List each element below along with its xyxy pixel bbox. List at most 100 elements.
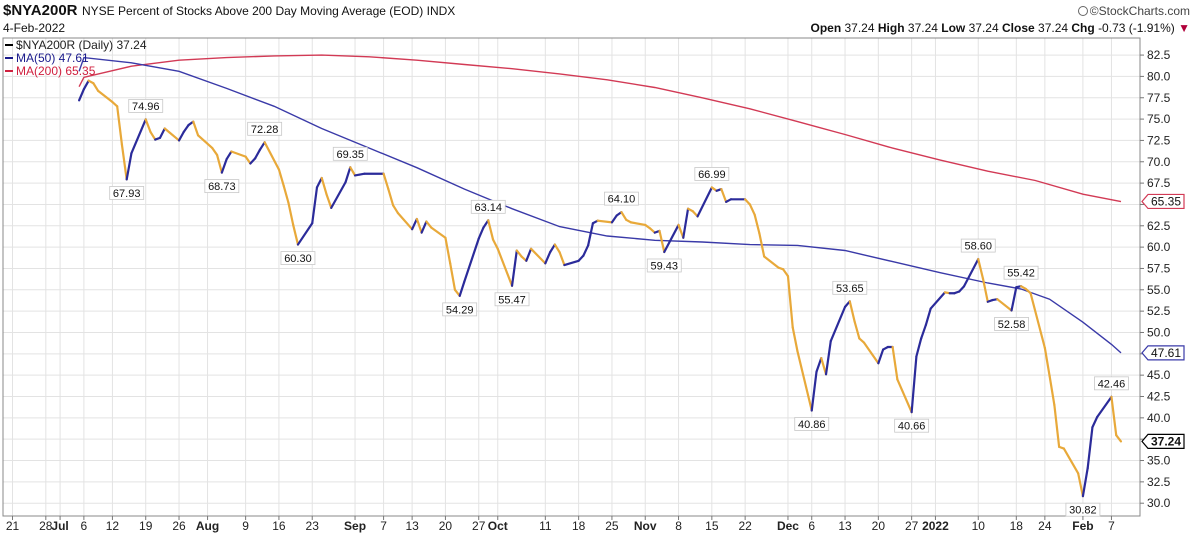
price-segment xyxy=(449,262,457,291)
y-tick-label: 52.5 xyxy=(1147,304,1171,318)
close-value: 37.24 xyxy=(1038,21,1069,35)
x-tick-label: Dec xyxy=(777,519,799,533)
price-segment xyxy=(977,257,985,280)
x-tick-label: 19 xyxy=(139,519,153,533)
price-segment xyxy=(924,307,932,326)
price-segment xyxy=(344,166,352,184)
x-tick-label: 18 xyxy=(1010,519,1024,533)
ma50-line xyxy=(78,56,1122,354)
price-segment xyxy=(420,220,428,234)
last-value-label: 65.35 xyxy=(1151,194,1181,208)
description-text: NYSE Percent of Stocks Above 200 Day Mov… xyxy=(82,4,424,18)
series-layer xyxy=(78,54,1123,498)
x-tick-label: 21 xyxy=(6,519,20,533)
x-tick-label: 25 xyxy=(605,519,619,533)
annotation-label: 55.47 xyxy=(498,294,526,306)
annotation-box xyxy=(894,418,930,433)
open-value: 37.24 xyxy=(844,21,875,35)
annotation-label: 55.42 xyxy=(1007,268,1035,280)
price-segment xyxy=(249,157,257,165)
y-tick-label: 72.5 xyxy=(1147,133,1171,147)
price-segment xyxy=(596,219,614,224)
x-tick-label: 24 xyxy=(1038,519,1052,533)
legend-entry: $NYA200R (Daily) 37.24 xyxy=(16,38,147,52)
x-tick-label: 11 xyxy=(539,519,552,533)
chart-info-bar: 4-Feb-2022 Open 37.24 High 37.24 Low 37.… xyxy=(0,21,1196,37)
x-tick-label: Oct xyxy=(488,519,508,533)
price-segment xyxy=(458,280,466,297)
price-segment xyxy=(896,378,913,414)
price-segment xyxy=(78,88,85,102)
price-segment xyxy=(225,150,233,161)
last-value-tag xyxy=(1141,345,1185,361)
collapse-arrow-icon[interactable]: ▼ xyxy=(1178,21,1190,35)
annotation-label: 68.73 xyxy=(208,181,236,193)
x-tick-label: 10 xyxy=(972,519,986,533)
price-segment xyxy=(463,237,480,283)
price-segment xyxy=(430,226,447,239)
price-segment xyxy=(258,141,266,151)
price-segment xyxy=(853,320,861,340)
plot-frame xyxy=(2,37,1141,517)
price-segment xyxy=(287,201,295,227)
price-segment xyxy=(758,232,766,258)
price-segment xyxy=(177,130,185,142)
annotation-label: 64.10 xyxy=(608,194,636,206)
price-segment xyxy=(529,247,547,265)
annotation-box xyxy=(1003,265,1039,280)
price-segment xyxy=(587,222,595,247)
x-tick-label: 2022 xyxy=(922,519,949,533)
annotation-box xyxy=(204,179,240,194)
price-segment xyxy=(411,217,418,231)
price-segment xyxy=(196,134,214,150)
price-segment xyxy=(263,141,281,171)
y-tick-label: 82.5 xyxy=(1147,48,1171,62)
price-segment xyxy=(192,120,200,137)
price-segment xyxy=(296,222,314,246)
annotation-label: 52.58 xyxy=(998,319,1026,331)
price-segment xyxy=(82,79,90,91)
price-segment xyxy=(320,176,328,196)
annotation-label: 59.43 xyxy=(651,260,679,272)
chart-date: 4-Feb-2022 xyxy=(3,21,66,35)
x-tick-label: 26 xyxy=(172,519,186,533)
exchange-text: INDX xyxy=(426,4,456,18)
price-segment xyxy=(525,247,533,262)
annotation-box xyxy=(604,191,639,206)
legend-entry: MA(200) 65.35 xyxy=(16,64,96,78)
brand-watermark: ©StockCharts.com xyxy=(1077,4,1190,18)
price-segment xyxy=(748,203,756,216)
open-label: Open xyxy=(810,21,842,35)
price-segment xyxy=(958,285,966,293)
x-tick-label: 13 xyxy=(838,519,852,533)
x-tick-label: 18 xyxy=(572,519,586,533)
price-segment xyxy=(829,305,847,343)
annotation-label: 40.86 xyxy=(798,419,826,431)
price-segment xyxy=(848,300,856,323)
price-segment xyxy=(548,243,556,254)
price-segment xyxy=(610,214,618,224)
chart-description: NYSE Percent of Stocks Above 200 Day Mov… xyxy=(82,4,455,18)
price-segment xyxy=(144,118,152,133)
annotation-label: 54.29 xyxy=(446,304,474,316)
price-segment xyxy=(163,127,181,142)
x-tick-label: 28 xyxy=(39,519,53,533)
price-segment xyxy=(815,356,823,373)
annotation-label: 66.99 xyxy=(698,169,726,181)
y-tick-label: 77.5 xyxy=(1147,91,1171,105)
x-tick-label: 8 xyxy=(675,519,682,533)
annotation-label: 72.28 xyxy=(251,124,279,136)
annotation-box xyxy=(128,99,164,113)
chg-value: -0.73 (-1.91%) xyxy=(1098,21,1175,35)
price-segment xyxy=(810,370,818,412)
price-segment xyxy=(962,257,980,288)
price-segment xyxy=(763,255,780,269)
low-label: Low xyxy=(941,21,966,35)
annotation-label: 53.65 xyxy=(836,283,864,295)
price-segment xyxy=(720,187,728,203)
annotation-box xyxy=(960,238,996,253)
high-value: 37.24 xyxy=(907,21,938,35)
last-value-tags: 65.35 47.61 37.24 xyxy=(1141,193,1185,449)
